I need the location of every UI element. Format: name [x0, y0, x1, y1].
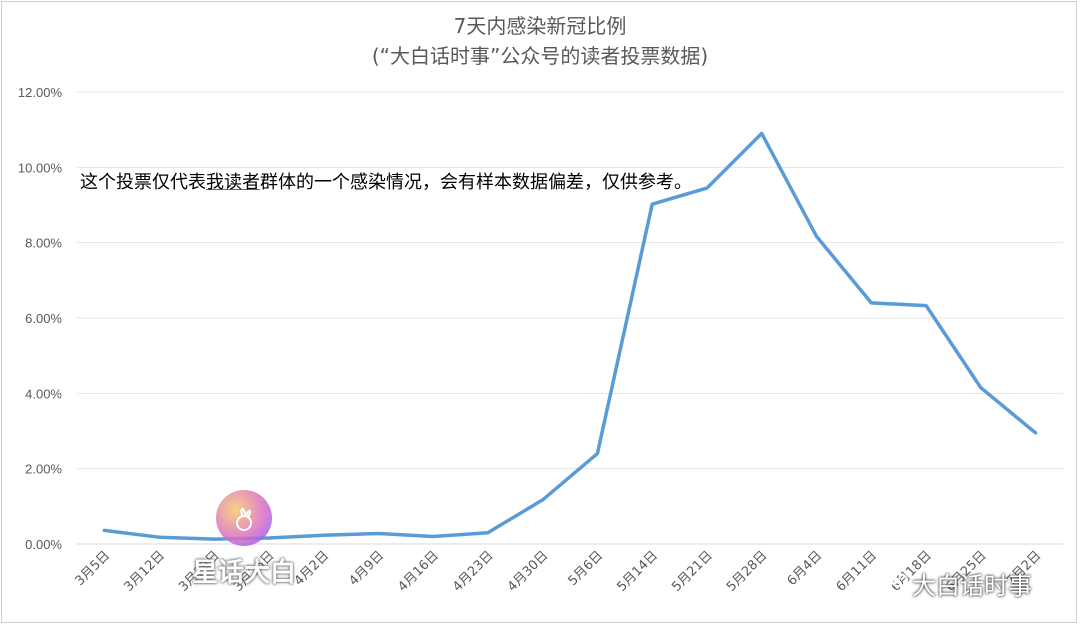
data-point — [267, 536, 271, 540]
data-point — [541, 498, 545, 502]
x-tick-label: 4月23日 — [450, 548, 497, 595]
data-point — [431, 534, 435, 538]
data-point — [376, 531, 380, 535]
y-tick-label: 8.00% — [25, 236, 62, 251]
wechat-watermark-text: 大白话时事 — [912, 572, 1032, 600]
annotation-underlined: 我读者 — [206, 172, 260, 193]
x-tick-label: 5月21日 — [669, 548, 716, 595]
data-point — [322, 533, 325, 537]
y-tick-label: 0.00% — [25, 537, 62, 552]
x-tick-label: 4月9日 — [346, 548, 387, 589]
rabbit-icon — [216, 490, 272, 546]
data-point — [924, 304, 928, 308]
data-point — [705, 186, 709, 190]
x-tick-label: 4月16日 — [395, 548, 442, 595]
y-tick-label: 10.00% — [18, 160, 63, 175]
y-tick-label: 12.00% — [18, 85, 63, 100]
x-tick-label: 5月28日 — [724, 548, 771, 595]
data-point — [869, 301, 873, 305]
watermark-text: 星话大白 — [192, 558, 297, 588]
x-tick-label: 3月12日 — [121, 548, 168, 595]
chart-title: 7天内感染新冠比例 — [453, 14, 627, 38]
annotation-after: 群体的一个感染情况，会有样本数据偏差，仅供参考。 — [260, 172, 692, 193]
data-point — [650, 202, 654, 206]
x-tick-label: 6月11日 — [834, 548, 881, 595]
series-line — [102, 131, 1038, 541]
data-point — [595, 452, 599, 456]
data-point — [212, 537, 216, 541]
x-tick-label: 4月30日 — [505, 548, 552, 595]
chart-subtitle: (“大白话时事”公众号的读者投票数据) — [371, 44, 709, 68]
y-tick-label: 4.00% — [25, 386, 62, 401]
data-point — [760, 131, 764, 135]
y-tick-label: 6.00% — [25, 311, 62, 326]
data-point — [157, 535, 161, 539]
x-tick-label: 6月4日 — [785, 548, 826, 589]
x-tick-label: 3月5日 — [73, 548, 114, 589]
x-tick-label: 5月6日 — [566, 548, 607, 589]
data-point — [486, 531, 490, 535]
data-point — [102, 528, 106, 532]
chart-annotation: 这个投票仅代表我读者群体的一个感染情况，会有样本数据偏差，仅供参考。 — [80, 168, 692, 194]
x-tick-label: 4月2日 — [292, 548, 333, 589]
wechat-icon — [881, 568, 908, 587]
y-tick-label: 2.00% — [25, 462, 62, 477]
x-tick-label: 5月14日 — [614, 548, 661, 595]
data-point — [1034, 431, 1038, 435]
annotation-before: 这个投票仅代表 — [80, 172, 206, 193]
data-point — [979, 386, 983, 390]
data-point — [815, 234, 818, 238]
